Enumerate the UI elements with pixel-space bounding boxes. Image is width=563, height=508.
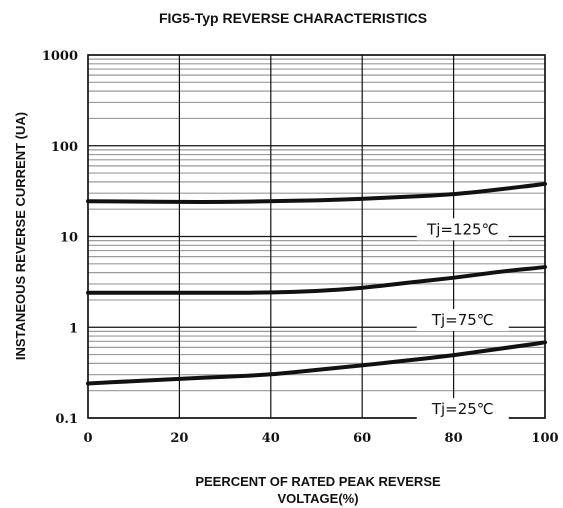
x-tick-label: 0 — [83, 431, 92, 446]
series-label-background-1 — [416, 218, 509, 241]
series-label-background-2 — [416, 309, 509, 332]
y-tick-label: 0.1 — [55, 412, 78, 427]
y-tick-label: 1 — [69, 321, 78, 336]
series-label-2: Tj=75℃ — [431, 311, 494, 329]
series-label-3: Tj=25℃ — [431, 400, 494, 418]
series-line-1 — [86, 181, 547, 204]
x-tick-label: 20 — [170, 431, 188, 446]
tick-layer: 0 20 40 60 80 100 0.1 1 10 100 1000 — [42, 49, 559, 446]
series-label-background-3 — [416, 398, 509, 421]
series-label-1: Tj=125℃ — [426, 220, 498, 238]
series-line-3 — [86, 340, 547, 386]
x-tick-label: 60 — [353, 431, 371, 446]
y-tick-label: 100 — [51, 140, 78, 155]
x-tick-label: 100 — [531, 431, 558, 446]
x-tick-label: 40 — [262, 431, 280, 446]
plot-frame — [87, 54, 546, 419]
series-label-layer: Tj=125℃ Tj=75℃ Tj=25℃ — [416, 218, 509, 421]
curve-layer — [86, 181, 547, 386]
y-tick-label: 1000 — [42, 49, 78, 64]
x-axis-label-line-2: VOLTAGE(%) — [277, 491, 358, 506]
chart-title: FIG5-Typ REVERSE CHARACTERISTICS — [159, 10, 427, 26]
x-tick-label: 80 — [445, 431, 463, 446]
y-tick-label: 10 — [60, 231, 78, 246]
series-line-2 — [86, 265, 547, 295]
x-axis-label-line-1: PEERCENT OF RATED PEAK REVERSE — [195, 474, 441, 489]
y-axis-label: INSTANEOUS REVERSE CURRENT (UA) — [13, 112, 28, 360]
grid-layer — [87, 54, 546, 419]
